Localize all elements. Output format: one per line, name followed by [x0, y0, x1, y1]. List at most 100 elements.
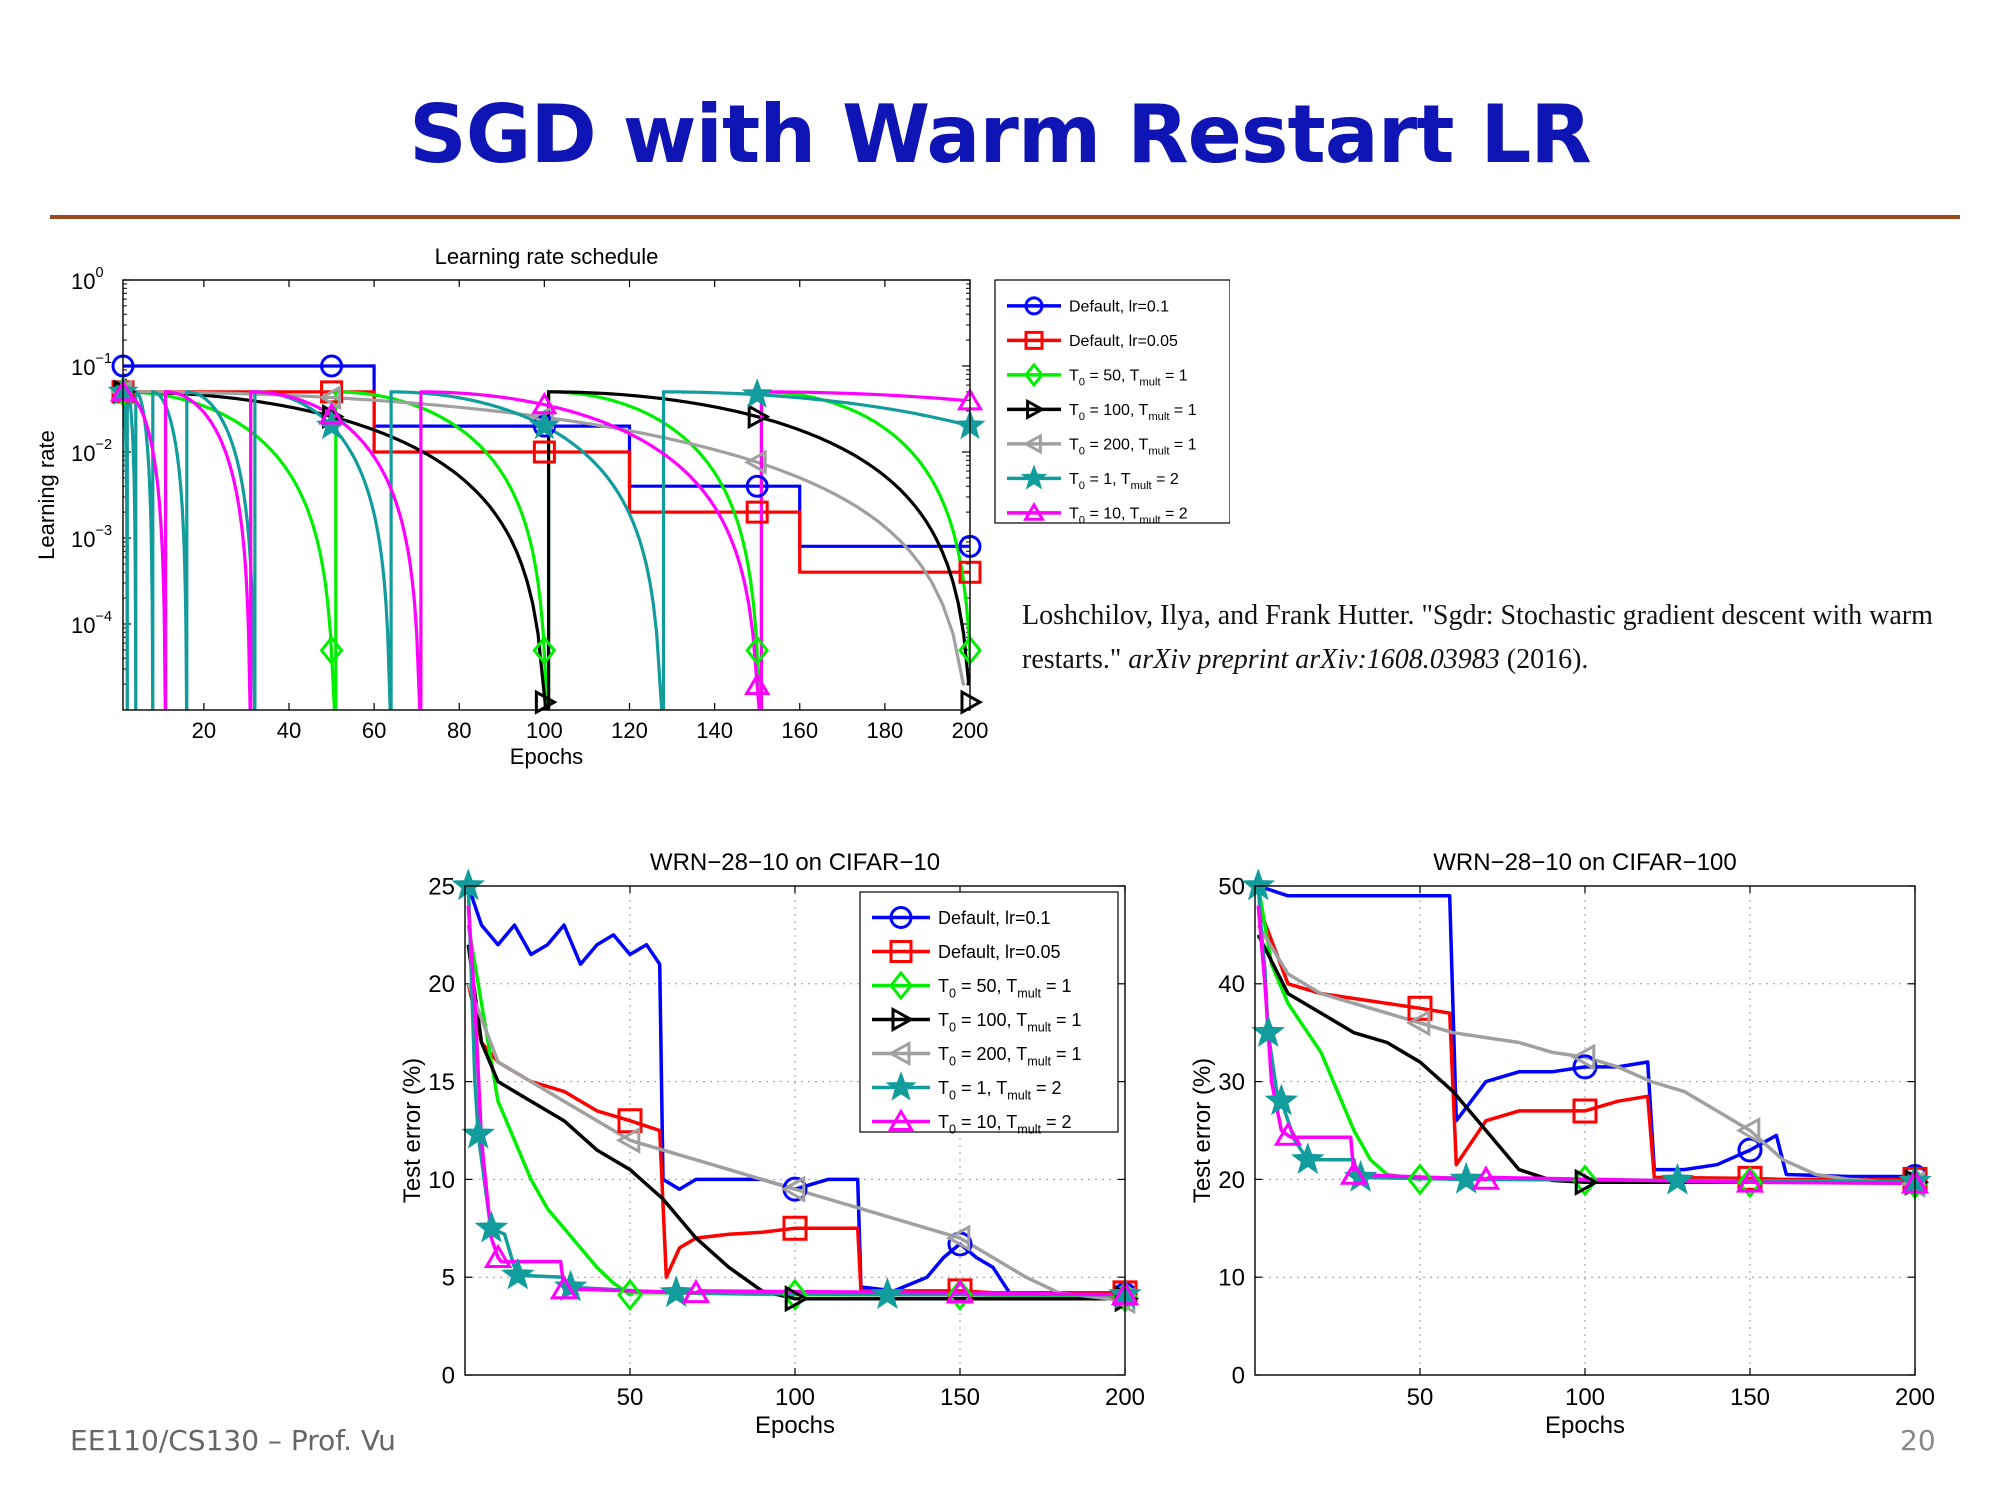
series-marker-t0-10-tmult-2-30 — [549, 1274, 579, 1300]
series-marker-t0-50-tmult-1-150 — [1737, 1166, 1763, 1199]
y-tick-label-40: 40 — [1218, 971, 1245, 998]
x-tick-label-150: 150 — [1730, 1384, 1770, 1411]
y-tick-label-20: 20 — [1218, 1167, 1245, 1194]
x-tick-label-200: 200 — [1895, 1384, 1935, 1411]
series-marker-t0-200-tmult-1-150 — [945, 1224, 971, 1252]
series-marker-t0-50-tmult-1-50 — [617, 1278, 643, 1311]
legend-label-t0-200-tmult-1: T0 = 200, Tmult = 1 — [938, 1044, 1082, 1069]
axis-ticks: 50 100 150 200 0 10 20 30 40 50 — [1218, 873, 1935, 1411]
series-marker-t0-200-tmult-1-150 — [1735, 1116, 1761, 1145]
series-marker-default-lr-0-1-150 — [1737, 1137, 1763, 1163]
x-axis-label: Epochs — [510, 744, 583, 769]
y-axis-label: Test error (%) — [399, 1058, 426, 1203]
cifar100-chart: 50 100 150 200 0 10 20 30 40 50 WRN−28−10 on CIFAR… — [1189, 849, 1935, 1439]
series-marker-t0-10-tmult-2-70 — [681, 1278, 711, 1304]
series-marker-t0-10-tmult-2-150 — [945, 1278, 975, 1304]
series-markers-default-lr-0-05 — [1407, 995, 1928, 1192]
series-marker-t0-1-tmult-2-8 — [1264, 1083, 1299, 1116]
footer-course: EE110/CS130 – Prof. Vu — [70, 1424, 396, 1457]
plot-frame — [1254, 885, 1916, 1376]
series-marker-t0-50-tmult-1-150 — [745, 635, 770, 666]
legend-label-default-lr-0-05: Default, lr=0.05 — [938, 942, 1061, 962]
series-marker-default-lr-0-05-200 — [958, 560, 982, 584]
legend-label-default-lr-0-1: Default, lr=0.1 — [1069, 298, 1169, 315]
y-tick-label-3: 10−3 — [71, 523, 112, 552]
legend-marker-default-lr-0-1 — [1024, 296, 1044, 316]
legend-marker-t0-50-tmult-1 — [889, 970, 913, 1001]
legend-marker-t0-10-tmult-2 — [1022, 501, 1046, 521]
series-marker-t0-100-tmult-1-100 — [534, 689, 558, 715]
series-markers-default-lr-0-05 — [617, 1108, 1138, 1306]
legend-label-t0-100-tmult-1: T0 = 100, Tmult = 1 — [1069, 402, 1197, 423]
slide-title: SGD with Warm Restart LR — [409, 88, 1592, 181]
y-tick-label-10: 10 — [1218, 1265, 1245, 1292]
series-marker-t0-10-tmult-2-10 — [1273, 1121, 1303, 1146]
y-tick-label-0: 0 — [1232, 1362, 1245, 1389]
legend-label-t0-10-tmult-2: T0 = 10, Tmult = 2 — [1069, 505, 1188, 526]
series-marker-t0-1-tmult-2-150 — [741, 378, 773, 408]
series-marker-default-lr-0-05-50 — [617, 1108, 643, 1134]
chart-title: Learning rate schedule — [435, 244, 659, 269]
legend-label-default-lr-0-05: Default, lr=0.05 — [1069, 333, 1178, 350]
legend-marker-default-lr-0-1 — [889, 906, 913, 929]
series-marker-t0-10-tmult-2-30 — [1339, 1160, 1369, 1185]
series-marker-t0-10-tmult-2-10 — [483, 1243, 513, 1268]
legend-marker-t0-200-tmult-1 — [1022, 433, 1042, 455]
legend: Default, lr=0.1 Default, lr=0.05 T0 = 50, … — [994, 279, 1230, 527]
y-axis-label: Test error (%) — [1189, 1058, 1216, 1203]
series-marker-default-lr-0-1-150 — [745, 474, 769, 498]
series-marker-t0-1-tmult-2-4 — [1251, 1015, 1285, 1047]
legend-label-default-lr-0-1: Default, lr=0.1 — [938, 908, 1051, 928]
x-tick-label-20: 20 — [192, 718, 216, 743]
x-tick-label-80: 80 — [447, 718, 471, 743]
cifar10-chart: 50 100 150 200 0 5 10 15 20 25 WRN−28−10 on CIFAR−… — [399, 849, 1145, 1439]
x-tick-label-150: 150 — [940, 1384, 980, 1411]
x-tick-label-50: 50 — [617, 1384, 644, 1411]
series-marker-t0-200-tmult-1-150 — [744, 449, 767, 475]
legend-marker-t0-100-tmult-1 — [891, 1006, 915, 1033]
series-marker-t0-1-tmult-2-128 — [870, 1277, 905, 1310]
x-tick-label-50: 50 — [1407, 1384, 1434, 1411]
series-marker-t0-1-tmult-2-64 — [659, 1275, 693, 1308]
y-tick-label-2: 10−2 — [71, 437, 112, 466]
series-marker-t0-200-tmult-1-50 — [615, 1126, 641, 1154]
series-marker-default-lr-0-05-50 — [1407, 995, 1433, 1021]
series-marker-t0-1-tmult-2-16 — [1291, 1142, 1325, 1175]
series-marker-t0-10-tmult-2-50 — [318, 401, 345, 425]
citation-authors: Loshchilov, Ilya, and Frank Hutter. "Sgd… — [1022, 600, 1933, 675]
series-markers-t0-10-tmult-2 — [483, 1243, 1140, 1306]
legend-marker-t0-100-tmult-1 — [1026, 398, 1046, 420]
series-marker-t0-200-tmult-1-100 — [780, 1175, 806, 1203]
y-tick-label-20: 20 — [428, 971, 455, 998]
series-marker-t0-100-tmult-1-150 — [747, 404, 771, 430]
series-marker-t0-100-tmult-1-100 — [784, 1285, 810, 1313]
series-marker-t0-1-tmult-2-100 — [528, 409, 560, 440]
plot-frame — [122, 279, 971, 711]
legend-label-t0-1-tmult-2: T0 = 1, Tmult = 2 — [938, 1078, 1062, 1103]
series-marker-t0-10-tmult-2-150 — [744, 672, 771, 695]
series-line-t0-10-tmult-2 — [1256, 905, 1915, 1186]
legend-marker-t0-1-tmult-2 — [1020, 464, 1048, 490]
y-tick-label-30: 30 — [1218, 1069, 1245, 1096]
y-axis-label: Learning rate — [34, 430, 59, 560]
legend-label-t0-50-tmult-1: T0 = 50, Tmult = 1 — [1069, 367, 1188, 388]
title-divider — [50, 215, 1960, 219]
series-marker-default-lr-0-1-100 — [782, 1176, 808, 1202]
axis-ticks: 20 40 60 80 100 120 140 160 180 200 100 10−1 10−2 10−… — [71, 265, 988, 743]
x-tick-label-200: 200 — [952, 718, 989, 743]
series-marker-default-lr-0-05-50 — [320, 380, 344, 404]
y-tick-label-5: 5 — [442, 1265, 455, 1292]
series-marker-default-lr-0-05-100 — [532, 440, 556, 464]
x-tick-label-100: 100 — [775, 1384, 815, 1411]
series-marker-default-lr-0-05-100 — [782, 1215, 808, 1241]
series-marker-t0-100-tmult-1-100 — [1574, 1168, 1600, 1196]
y-tick-label-15: 15 — [428, 1069, 455, 1096]
x-tick-label-120: 120 — [611, 718, 648, 743]
series-marker-t0-1-tmult-2-1 — [451, 868, 486, 901]
series-marker-t0-10-tmult-2-100 — [531, 391, 558, 415]
series-marker-t0-50-tmult-1-150 — [947, 1278, 973, 1311]
legend-label-t0-50-tmult-1: T0 = 50, Tmult = 1 — [938, 976, 1072, 1001]
series-marker-default-lr-0-1-200 — [958, 534, 982, 558]
y-tick-label-0: 100 — [71, 265, 104, 294]
axis-ticks: 50 100 150 200 0 5 10 15 20 25 — [428, 873, 1145, 1411]
